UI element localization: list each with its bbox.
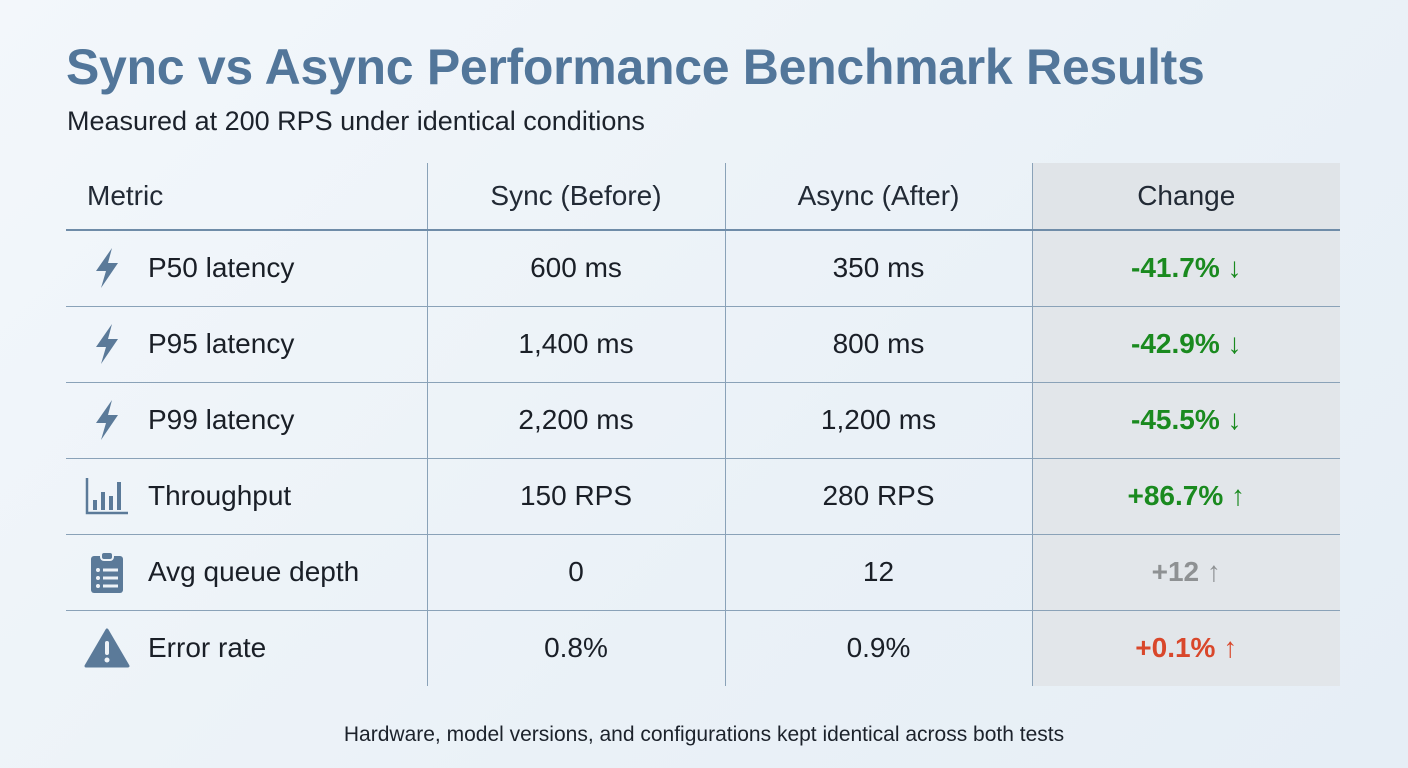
sync-value: 0.8% (426, 609, 725, 686)
change-value: +86.7% ↑ (1127, 480, 1246, 511)
metric-cell: Error rate (66, 609, 427, 686)
header-sync: Sync (Before) (426, 163, 725, 231)
metric-label: P95 latency (148, 328, 295, 359)
warning-icon (84, 625, 130, 671)
header-row: Metric Sync (Before) Async (After) Chang… (66, 163, 1340, 231)
change-value: -45.5% ↓ (1131, 404, 1242, 435)
table-row: P95 latency 1,400 ms 800 ms -42.9% ↓ (66, 305, 1340, 382)
change-value: +12 ↑ (1151, 556, 1221, 587)
sync-value: 150 RPS (426, 457, 725, 534)
metric-label: P99 latency (148, 404, 295, 435)
metric-cell: P95 latency (66, 305, 427, 382)
change-cell: -42.9% ↓ (1031, 305, 1340, 382)
metric-label: Avg queue depth (148, 556, 360, 587)
change-cell: +86.7% ↑ (1031, 457, 1340, 534)
async-value: 1,200 ms (724, 381, 1032, 458)
async-value: 800 ms (724, 305, 1032, 382)
metric-label: Error rate (148, 632, 267, 664)
table-row: P50 latency 600 ms 350 ms -41.7% ↓ (66, 230, 1340, 306)
change-value: +0.1% ↑ (1135, 632, 1238, 664)
change-cell: -41.7% ↓ (1031, 230, 1340, 306)
metric-cell: Throughput (66, 457, 427, 534)
header-change: Change (1031, 163, 1340, 231)
table-row: P99 latency 2,200 ms 1,200 ms -45.5% ↓ (66, 381, 1340, 458)
metric-label: P50 latency (148, 252, 295, 284)
table-row: Throughput 150 RPS 280 RPS +86.7% ↑ (66, 457, 1340, 534)
sync-value: 0 (426, 533, 725, 610)
change-value: -41.7% ↓ (1131, 252, 1242, 284)
lightning-icon (84, 321, 130, 367)
bar-chart-icon (84, 473, 130, 519)
async-value: 350 ms (724, 230, 1032, 306)
page-title: Sync vs Async Performance Benchmark Resu… (66, 39, 1205, 95)
header-metric: Metric (66, 163, 427, 231)
async-value: 12 (724, 533, 1032, 610)
async-value: 280 RPS (724, 457, 1032, 534)
footer-note: Hardware, model versions, and configurat… (343, 723, 1065, 746)
async-value: 0.9% (724, 609, 1032, 686)
change-cell: +0.1% ↑ (1031, 609, 1340, 686)
benchmark-table: Metric Sync (Before) Async (After) Chang… (66, 163, 1340, 686)
clipboard-icon (84, 549, 130, 595)
page-subtitle: Measured at 200 RPS under identical cond… (67, 106, 645, 136)
metric-cell: P99 latency (66, 381, 427, 458)
sync-value: 600 ms (426, 230, 725, 306)
change-cell: -45.5% ↓ (1031, 381, 1340, 458)
sync-value: 2,200 ms (426, 381, 725, 458)
table-row: Avg queue depth 0 12 +12 ↑ (66, 533, 1340, 610)
table-row: Error rate 0.8% 0.9% +0.1% ↑ (66, 609, 1340, 686)
sync-value: 1,400 ms (426, 305, 725, 382)
metric-cell: P50 latency (66, 230, 427, 306)
lightning-icon (84, 397, 130, 443)
change-value: -42.9% ↓ (1131, 328, 1242, 359)
metric-cell: Avg queue depth (66, 533, 427, 610)
change-cell: +12 ↑ (1031, 533, 1340, 610)
metric-label: Throughput (148, 480, 292, 511)
lightning-icon (84, 245, 130, 291)
header-async: Async (After) (724, 163, 1032, 231)
